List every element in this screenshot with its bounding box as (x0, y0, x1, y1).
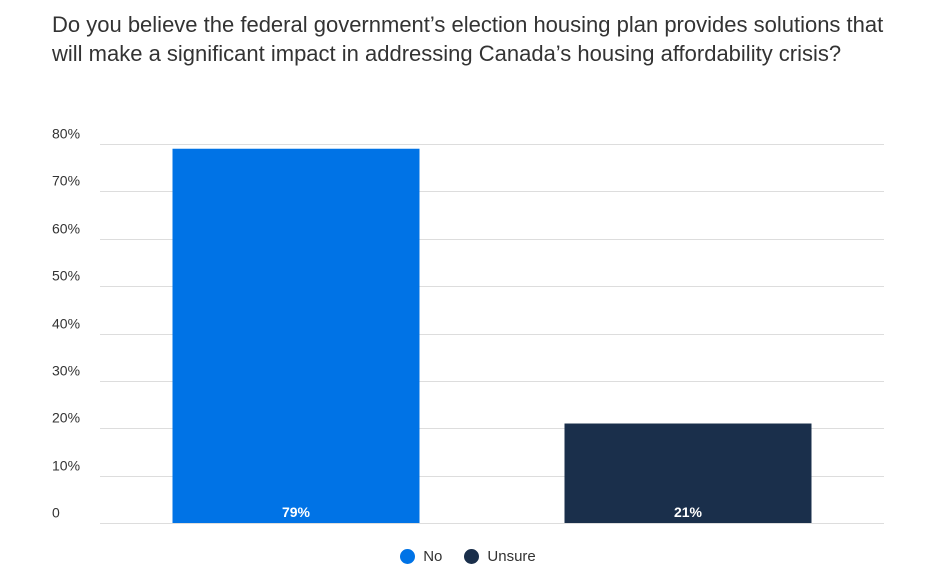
y-tick-label: 10% (52, 458, 80, 474)
bar-chart: 0 10% 20% 30% 40% 50% 60% 70% 80% 79% 21% (52, 126, 884, 524)
y-tick-label: 40% (52, 316, 80, 332)
legend-label: Unsure (487, 548, 536, 565)
chart-title: Do you believe the federal government’s … (52, 12, 884, 66)
y-axis-ticks: 0 10% 20% 30% 40% 50% 60% 70% 80% (52, 126, 80, 521)
y-tick-label: 30% (52, 363, 80, 379)
legend-swatch-icon (400, 549, 416, 564)
data-label: 79% (282, 504, 311, 520)
y-tick-label: 60% (52, 221, 80, 237)
legend: No Unsure (0, 548, 936, 565)
y-tick-label: 80% (52, 126, 80, 142)
data-labels: 79% 21% (282, 504, 703, 520)
legend-item-unsure[interactable]: Unsure (464, 548, 536, 565)
y-tick-label: 20% (52, 410, 80, 426)
legend-item-no[interactable]: No (400, 548, 442, 565)
legend-label: No (423, 548, 443, 565)
data-label: 21% (674, 504, 703, 520)
legend-swatch-icon (464, 549, 480, 564)
y-tick-label: 0 (52, 505, 60, 521)
y-tick-label: 70% (52, 173, 80, 189)
bar-unsure[interactable] (564, 423, 812, 523)
bar-no[interactable] (172, 148, 420, 524)
y-tick-label: 50% (52, 268, 80, 284)
bars (172, 148, 812, 524)
